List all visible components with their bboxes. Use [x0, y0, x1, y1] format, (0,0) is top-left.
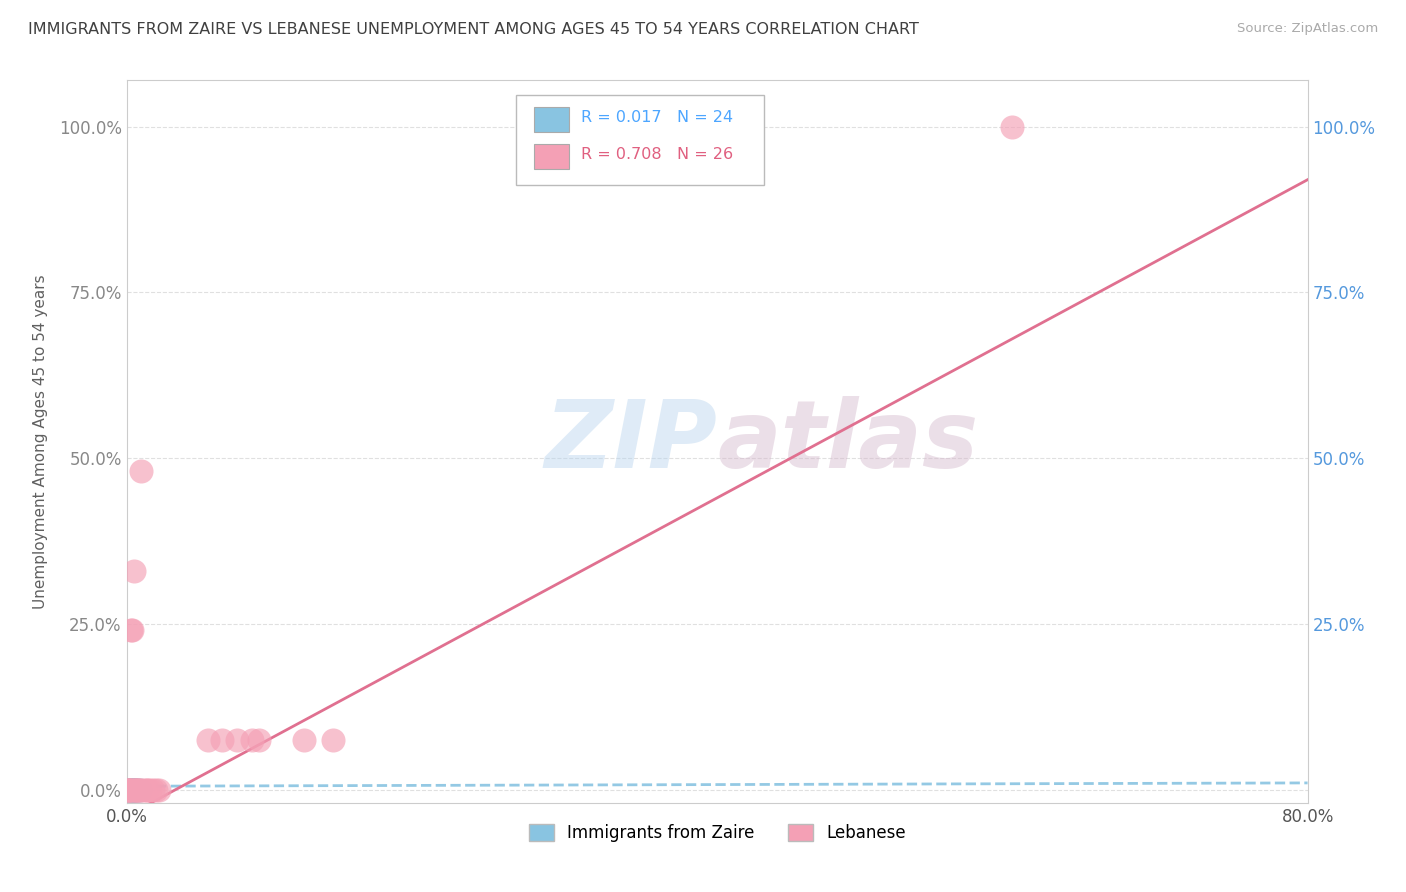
Point	[118, 782, 141, 797]
Point	[127, 782, 149, 797]
Point	[128, 782, 150, 797]
Point	[121, 782, 143, 797]
Text: R = 0.017   N = 24: R = 0.017 N = 24	[581, 111, 734, 126]
Point	[211, 732, 233, 747]
Point	[118, 782, 141, 797]
Point	[136, 782, 159, 797]
Point	[240, 732, 263, 747]
Point	[292, 732, 315, 747]
Point	[148, 782, 170, 797]
Point	[122, 782, 145, 797]
Point	[122, 782, 145, 797]
Point	[124, 782, 146, 797]
Point	[117, 782, 139, 797]
Point	[322, 732, 344, 747]
Point	[122, 782, 145, 797]
Point	[136, 782, 159, 797]
Point	[129, 464, 153, 478]
Point	[118, 782, 141, 797]
Point	[118, 782, 141, 797]
Point	[127, 782, 149, 797]
Point	[120, 782, 142, 797]
Legend: Immigrants from Zaire, Lebanese: Immigrants from Zaire, Lebanese	[522, 817, 912, 848]
Point	[124, 782, 146, 797]
Point	[249, 732, 271, 747]
Text: ZIP: ZIP	[544, 395, 717, 488]
Point	[120, 782, 142, 797]
Text: Source: ZipAtlas.com: Source: ZipAtlas.com	[1237, 22, 1378, 36]
Point	[120, 782, 142, 797]
Point	[121, 782, 143, 797]
Bar	[534, 144, 569, 169]
Point	[124, 782, 146, 797]
Point	[120, 782, 142, 797]
Point	[117, 782, 139, 797]
Point	[125, 782, 148, 797]
Point	[122, 564, 145, 578]
Point	[134, 782, 156, 797]
Point	[121, 782, 143, 797]
Text: R = 0.708   N = 26: R = 0.708 N = 26	[581, 147, 734, 162]
Point	[226, 732, 249, 747]
Point	[122, 782, 145, 797]
Point	[1001, 120, 1024, 134]
Point	[124, 782, 146, 797]
Point	[125, 782, 148, 797]
Text: IMMIGRANTS FROM ZAIRE VS LEBANESE UNEMPLOYMENT AMONG AGES 45 TO 54 YEARS CORRELA: IMMIGRANTS FROM ZAIRE VS LEBANESE UNEMPL…	[28, 22, 920, 37]
Point	[129, 782, 153, 797]
Point	[142, 782, 165, 797]
Point	[121, 624, 143, 638]
Point	[122, 782, 145, 797]
Point	[128, 782, 150, 797]
Bar	[534, 107, 569, 132]
Point	[117, 782, 139, 797]
Point	[118, 782, 141, 797]
Point	[118, 782, 141, 797]
Point	[121, 782, 143, 797]
Point	[121, 782, 143, 797]
Point	[121, 782, 143, 797]
Point	[145, 782, 167, 797]
Point	[139, 782, 162, 797]
Point	[120, 782, 142, 797]
Point	[120, 624, 142, 638]
Text: atlas: atlas	[717, 395, 979, 488]
Y-axis label: Unemployment Among Ages 45 to 54 years: Unemployment Among Ages 45 to 54 years	[32, 274, 48, 609]
FancyBboxPatch shape	[516, 95, 765, 185]
Point	[197, 732, 219, 747]
Point	[120, 782, 142, 797]
Point	[125, 782, 148, 797]
Point	[124, 782, 146, 797]
